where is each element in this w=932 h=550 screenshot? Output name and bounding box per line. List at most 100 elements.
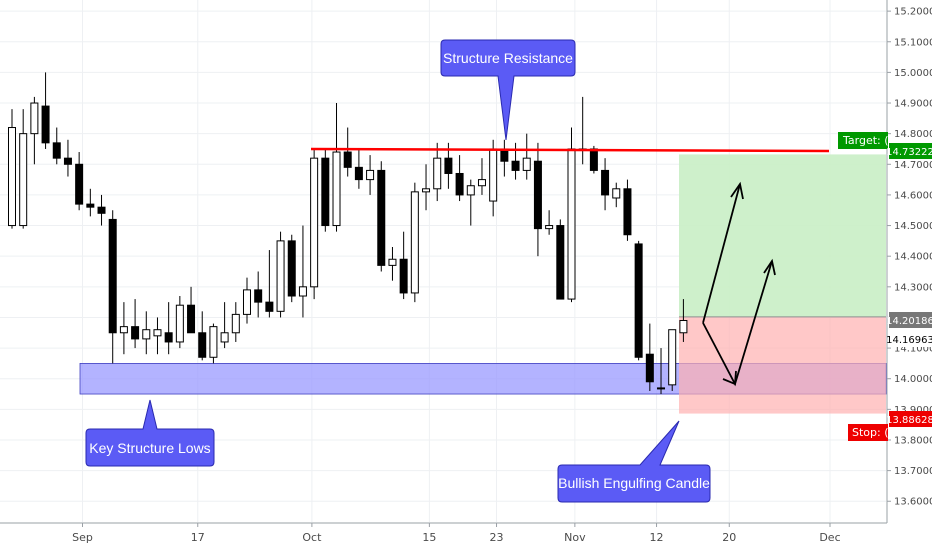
candle bbox=[75, 152, 84, 211]
candle-body-bear bbox=[623, 188, 632, 236]
key-structure-lows-callout[interactable]: Key Structure Lows bbox=[85, 399, 215, 467]
candle bbox=[545, 210, 554, 235]
y-tick-label: 14.60000 bbox=[894, 190, 932, 201]
candle bbox=[455, 155, 464, 202]
price-axis-bg bbox=[887, 0, 932, 523]
candle-body-bear bbox=[556, 225, 565, 300]
resistance-line[interactable] bbox=[310, 147, 830, 153]
candle-body-bear bbox=[533, 160, 542, 230]
candle bbox=[119, 302, 128, 355]
candle-body-bear bbox=[198, 332, 207, 358]
stop-tag-label: Stop: ( bbox=[852, 426, 889, 439]
candle bbox=[634, 240, 643, 361]
target-tag: Target: ( bbox=[838, 132, 889, 149]
entry-price-bg bbox=[889, 312, 932, 328]
candle bbox=[242, 277, 251, 324]
callout-bubble bbox=[85, 399, 215, 467]
candle-body-bull bbox=[276, 240, 285, 312]
y-tick-label: 15.00000 bbox=[894, 68, 932, 79]
x-tick-label: Nov bbox=[564, 531, 586, 544]
candle bbox=[198, 311, 207, 361]
candle bbox=[601, 158, 610, 211]
candle bbox=[108, 210, 117, 364]
candle bbox=[623, 179, 632, 241]
stop-tag-bg bbox=[848, 424, 888, 441]
candle bbox=[366, 155, 375, 195]
y-tick-label: 14.50000 bbox=[894, 221, 932, 232]
candle-body-bear bbox=[343, 151, 352, 168]
candle bbox=[567, 127, 576, 303]
y-tick-label: 14.80000 bbox=[894, 129, 932, 140]
key-structure-lows-label: Key Structure Lows bbox=[89, 440, 210, 456]
candle-body-bull bbox=[242, 289, 251, 315]
y-tick-label: 13.60000 bbox=[894, 497, 932, 508]
y-tick-label: 14.70000 bbox=[894, 160, 932, 171]
time-axis[interactable]: Sep 17 Oct 15 23 Nov 12 20 Dec bbox=[72, 523, 841, 544]
candle-body-bull bbox=[153, 329, 162, 337]
y-tick-label: 13.90000 bbox=[894, 405, 932, 416]
candle-body-bear bbox=[589, 148, 598, 171]
y-tick-label: 14.90000 bbox=[894, 99, 932, 110]
candle-body-bear bbox=[645, 353, 654, 383]
bullish-engulfing-callout[interactable]: Bullish Engulfing Candle bbox=[557, 420, 711, 503]
candle bbox=[187, 286, 196, 334]
candle-body-bull bbox=[298, 286, 307, 297]
candle bbox=[466, 179, 475, 226]
candle-body-bull bbox=[477, 179, 486, 187]
y-tick-label: 15.10000 bbox=[894, 37, 932, 48]
candle bbox=[354, 148, 363, 189]
candle-body-bear bbox=[164, 332, 173, 343]
stop-price-tag: 13.88628 bbox=[886, 411, 932, 427]
candle-body-bull bbox=[668, 329, 677, 386]
stop-price-bg bbox=[889, 411, 932, 427]
projected-move-arrows bbox=[702, 181, 776, 387]
candle-body-bull bbox=[119, 326, 128, 334]
candle bbox=[511, 142, 520, 180]
candle-body-bull bbox=[366, 169, 375, 181]
candle-body-bull bbox=[310, 157, 319, 288]
candle bbox=[332, 103, 341, 232]
candle bbox=[164, 302, 173, 355]
candle bbox=[679, 299, 688, 342]
callout-bubble bbox=[557, 420, 711, 503]
candle bbox=[287, 234, 296, 303]
y-tick-label: 14.40000 bbox=[894, 252, 932, 263]
candle bbox=[131, 299, 140, 349]
candle bbox=[668, 329, 677, 391]
candle bbox=[533, 142, 542, 257]
callout-bubble bbox=[440, 39, 576, 141]
candle-body-bull bbox=[567, 148, 576, 300]
x-tick-label: Oct bbox=[302, 531, 322, 544]
candle bbox=[220, 302, 229, 349]
candle-body-bull bbox=[231, 313, 240, 334]
candle-body-bull bbox=[522, 157, 531, 171]
candle bbox=[377, 161, 386, 272]
arrowhead bbox=[763, 258, 776, 276]
x-tick-label: Dec bbox=[819, 531, 840, 544]
candle bbox=[578, 96, 587, 165]
price-axis[interactable]: 15.20000 15.10000 15.00000 14.90000 14.80000… bbox=[887, 7, 932, 508]
candle bbox=[310, 148, 319, 300]
candle-body-bear bbox=[265, 301, 274, 312]
candle bbox=[388, 246, 397, 281]
candle-body-bear bbox=[86, 203, 95, 208]
candle bbox=[52, 127, 61, 165]
candle bbox=[657, 348, 666, 395]
candle bbox=[231, 302, 240, 342]
candle bbox=[97, 194, 106, 226]
candle bbox=[30, 96, 39, 165]
candle-body-bull bbox=[19, 133, 28, 227]
candle bbox=[321, 148, 330, 232]
arrow-up-primary bbox=[702, 183, 741, 324]
candle-body-bear bbox=[377, 169, 386, 266]
candle bbox=[489, 139, 498, 217]
structure-resistance-callout[interactable]: Structure Resistance bbox=[440, 39, 576, 141]
x-tick-label: 17 bbox=[191, 531, 205, 544]
candle-body-bear bbox=[601, 169, 610, 196]
candle bbox=[63, 139, 72, 177]
candle bbox=[153, 317, 162, 355]
candle-body-bear bbox=[634, 243, 643, 358]
candle-body-bear bbox=[108, 218, 117, 334]
candle-body-bull bbox=[8, 127, 16, 227]
